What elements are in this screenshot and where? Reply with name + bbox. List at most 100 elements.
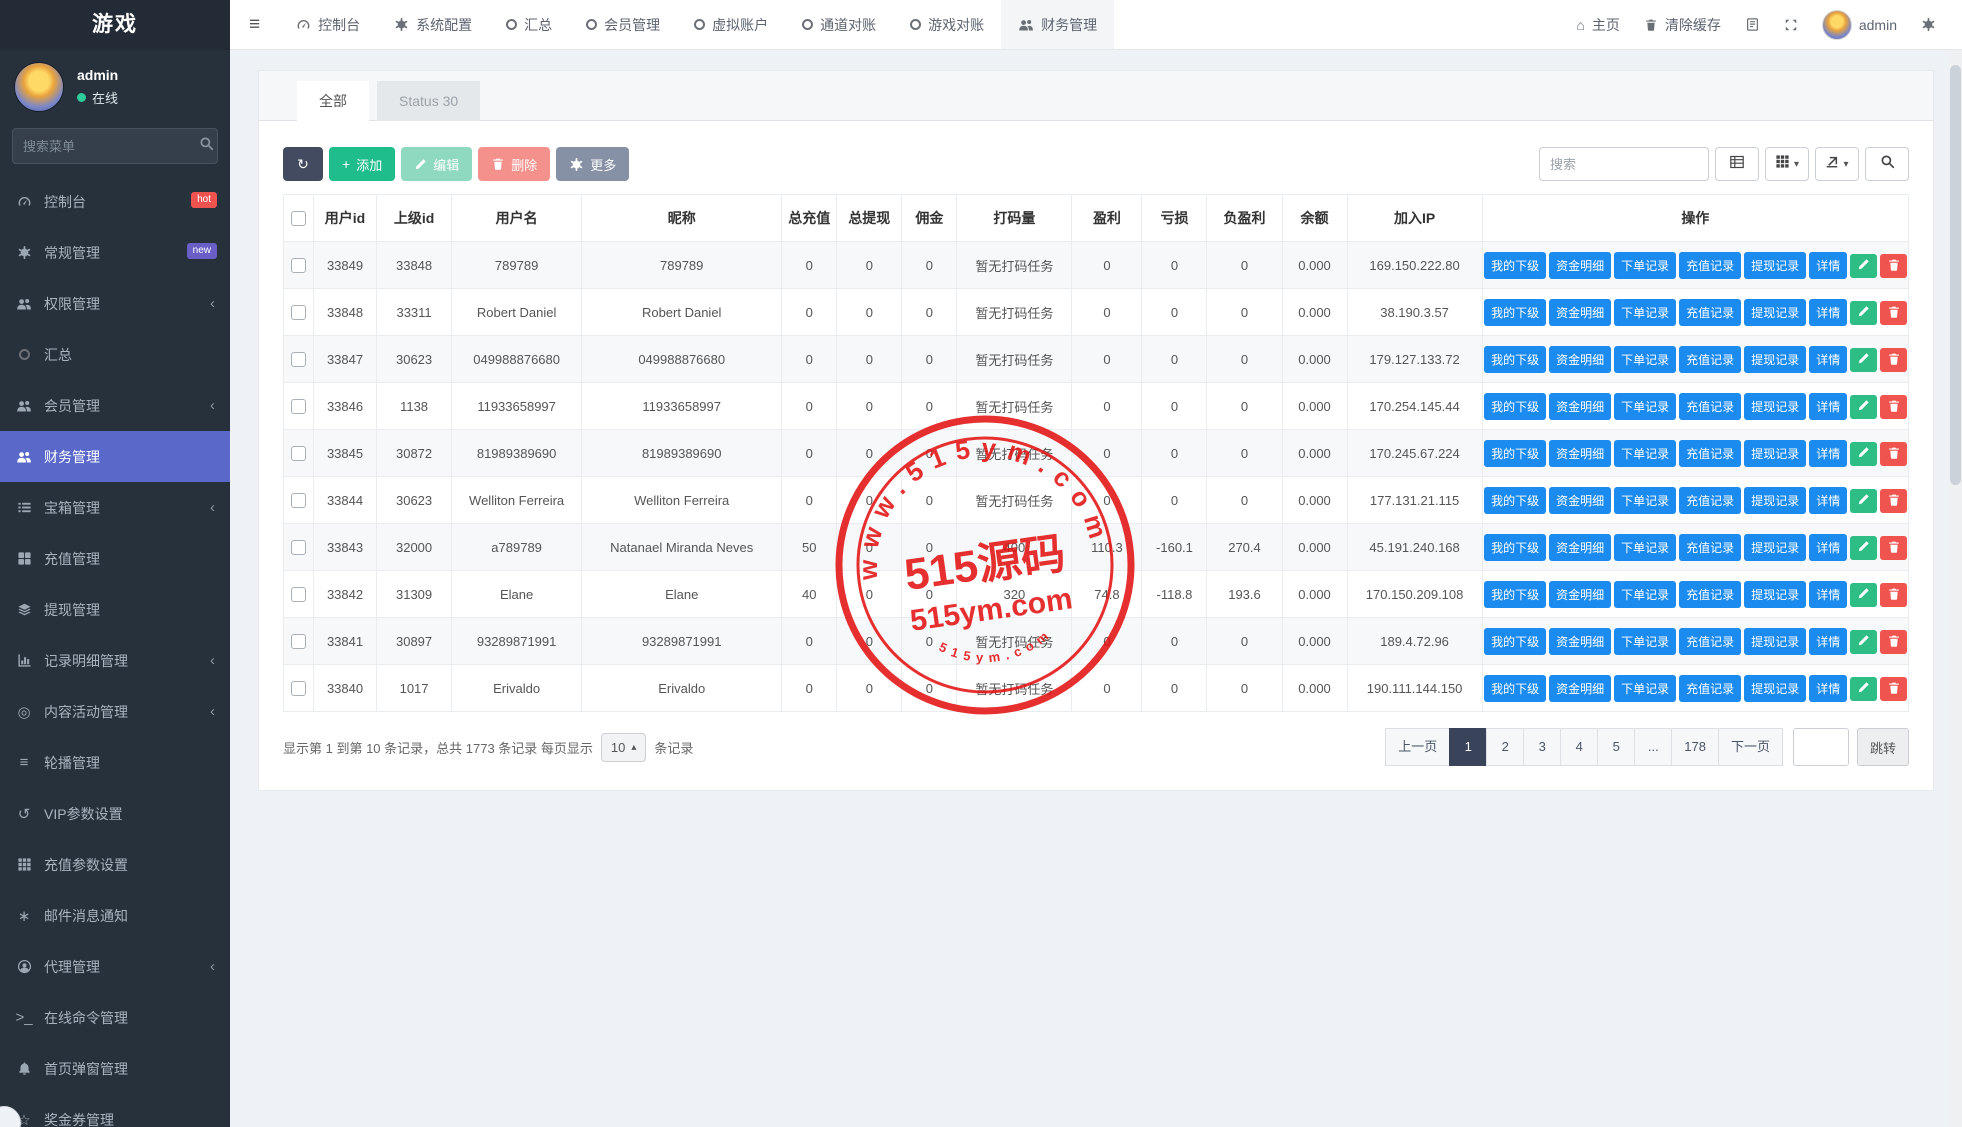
withdraw-record-button[interactable]: 提现记录 xyxy=(1744,298,1807,326)
withdraw-record-button[interactable]: 提现记录 xyxy=(1744,486,1807,514)
home-button[interactable]: ⌂ 主页 xyxy=(1564,0,1631,49)
delete-row-button[interactable] xyxy=(1880,489,1908,514)
delete-row-button[interactable] xyxy=(1880,254,1908,279)
hamburger-menu-icon[interactable]: ≡ xyxy=(249,13,261,35)
settings-button[interactable] xyxy=(1909,0,1948,49)
clear-cache-button[interactable]: 清除缓存 xyxy=(1632,0,1733,49)
top-nav-item-2[interactable]: 汇总 xyxy=(489,0,569,49)
add-button[interactable]: + 添加 xyxy=(329,147,396,181)
withdraw-record-button[interactable]: 提现记录 xyxy=(1744,439,1807,467)
order-record-button[interactable]: 下单记录 xyxy=(1614,580,1677,608)
downline-button[interactable]: 我的下级 xyxy=(1484,345,1547,373)
edit-row-button[interactable] xyxy=(1850,583,1878,608)
sidebar-item-14[interactable]: ∗ 邮件消息通知 xyxy=(0,890,230,941)
detail-button[interactable]: 详情 xyxy=(1809,345,1848,373)
edit-row-button[interactable] xyxy=(1850,254,1878,279)
downline-button[interactable]: 我的下级 xyxy=(1484,674,1547,702)
funds-detail-button[interactable]: 资金明细 xyxy=(1549,345,1612,373)
row-checkbox[interactable] xyxy=(291,352,306,368)
order-record-button[interactable]: 下单记录 xyxy=(1614,533,1677,561)
order-record-button[interactable]: 下单记录 xyxy=(1614,674,1677,702)
jump-button[interactable]: 跳转 xyxy=(1856,728,1909,766)
top-nav-item-1[interactable]: 系统配置 xyxy=(377,0,489,49)
sidebar-item-15[interactable]: 代理管理 ‹ xyxy=(0,941,230,992)
row-checkbox[interactable] xyxy=(291,446,306,462)
sidebar-item-12[interactable]: ↺ VIP参数设置 xyxy=(0,788,230,839)
top-nav-item-5[interactable]: 通道对账 xyxy=(785,0,893,49)
funds-detail-button[interactable]: 资金明细 xyxy=(1549,486,1612,514)
top-nav-item-4[interactable]: 虚拟账户 xyxy=(677,0,785,49)
page-button[interactable]: 下一页 xyxy=(1717,728,1783,766)
sidebar-item-0[interactable]: 控制台 hot xyxy=(0,176,230,227)
downline-button[interactable]: 我的下级 xyxy=(1484,439,1547,467)
detail-button[interactable]: 详情 xyxy=(1809,298,1848,326)
columns-button[interactable]: ▾ xyxy=(1765,147,1809,181)
delete-row-button[interactable] xyxy=(1880,301,1908,326)
edit-row-button[interactable] xyxy=(1850,677,1878,702)
table-search-input[interactable] xyxy=(1539,147,1709,181)
withdraw-record-button[interactable]: 提现记录 xyxy=(1744,392,1807,420)
funds-detail-button[interactable]: 资金明细 xyxy=(1549,298,1612,326)
sidebar-item-6[interactable]: 宝箱管理 ‹ xyxy=(0,482,230,533)
funds-detail-button[interactable]: 资金明细 xyxy=(1549,580,1612,608)
order-record-button[interactable]: 下单记录 xyxy=(1614,627,1677,655)
delete-row-button[interactable] xyxy=(1880,536,1908,561)
sidebar-item-8[interactable]: 提现管理 xyxy=(0,584,230,635)
recharge-record-button[interactable]: 充值记录 xyxy=(1679,580,1742,608)
downline-button[interactable]: 我的下级 xyxy=(1484,251,1547,279)
detail-button[interactable]: 详情 xyxy=(1809,251,1848,279)
sidebar-item-1[interactable]: 常规管理 new xyxy=(0,227,230,278)
recharge-record-button[interactable]: 充值记录 xyxy=(1679,439,1742,467)
delete-row-button[interactable] xyxy=(1880,630,1908,655)
tab-0[interactable]: 全部 xyxy=(297,81,369,121)
sidebar-item-7[interactable]: 充值管理 xyxy=(0,533,230,584)
order-record-button[interactable]: 下单记录 xyxy=(1614,345,1677,373)
withdraw-record-button[interactable]: 提现记录 xyxy=(1744,533,1807,561)
scrollbar-thumb[interactable] xyxy=(1950,65,1961,485)
sidebar-item-17[interactable]: 首页弹窗管理 xyxy=(0,1043,230,1094)
page-button[interactable]: 4 xyxy=(1560,728,1599,766)
top-nav-item-0[interactable]: 控制台 xyxy=(279,0,377,49)
sidebar-item-5[interactable]: 财务管理 xyxy=(0,431,230,482)
scrollbar[interactable] xyxy=(1949,50,1962,1127)
top-nav-item-3[interactable]: 会员管理 xyxy=(569,0,677,49)
fullscreen-button[interactable] xyxy=(1772,0,1810,49)
sidebar-item-13[interactable]: 充值参数设置 xyxy=(0,839,230,890)
delete-row-button[interactable] xyxy=(1880,583,1908,608)
delete-row-button[interactable] xyxy=(1880,395,1908,420)
page-button[interactable]: 2 xyxy=(1486,728,1525,766)
edit-button[interactable]: 编辑 xyxy=(401,147,473,181)
withdraw-record-button[interactable]: 提现记录 xyxy=(1744,627,1807,655)
row-checkbox[interactable] xyxy=(291,258,306,274)
funds-detail-button[interactable]: 资金明细 xyxy=(1549,674,1612,702)
row-checkbox[interactable] xyxy=(291,305,306,321)
delete-row-button[interactable] xyxy=(1880,442,1908,467)
sidebar-item-10[interactable]: ◎ 内容活动管理 ‹ xyxy=(0,686,230,737)
edit-row-button[interactable] xyxy=(1850,536,1878,561)
downline-button[interactable]: 我的下级 xyxy=(1484,580,1547,608)
edit-row-button[interactable] xyxy=(1850,630,1878,655)
detail-button[interactable]: 详情 xyxy=(1809,580,1848,608)
edit-row-button[interactable] xyxy=(1850,348,1878,373)
detail-button[interactable]: 详情 xyxy=(1809,439,1848,467)
jump-page-input[interactable] xyxy=(1792,728,1849,766)
sidebar-item-11[interactable]: ≡ 轮播管理 xyxy=(0,737,230,788)
row-checkbox[interactable] xyxy=(291,634,306,650)
detail-button[interactable]: 详情 xyxy=(1809,486,1848,514)
delete-button[interactable]: 删除 xyxy=(478,147,551,181)
sidebar-item-4[interactable]: 会员管理 ‹ xyxy=(0,380,230,431)
sidebar-item-9[interactable]: 记录明细管理 ‹ xyxy=(0,635,230,686)
funds-detail-button[interactable]: 资金明细 xyxy=(1549,251,1612,279)
top-nav-item-6[interactable]: 游戏对账 xyxy=(893,0,1001,49)
row-checkbox[interactable] xyxy=(291,399,306,415)
edit-row-button[interactable] xyxy=(1850,442,1878,467)
row-checkbox[interactable] xyxy=(291,681,306,697)
document-button[interactable] xyxy=(1733,0,1772,49)
delete-row-button[interactable] xyxy=(1880,677,1908,702)
sidebar-item-16[interactable]: >_ 在线命令管理 xyxy=(0,992,230,1043)
page-button[interactable]: 3 xyxy=(1523,728,1562,766)
page-size-select[interactable]: 10 ▴ xyxy=(600,732,647,762)
search-button[interactable] xyxy=(1865,147,1909,181)
order-record-button[interactable]: 下单记录 xyxy=(1614,439,1677,467)
order-record-button[interactable]: 下单记录 xyxy=(1614,298,1677,326)
